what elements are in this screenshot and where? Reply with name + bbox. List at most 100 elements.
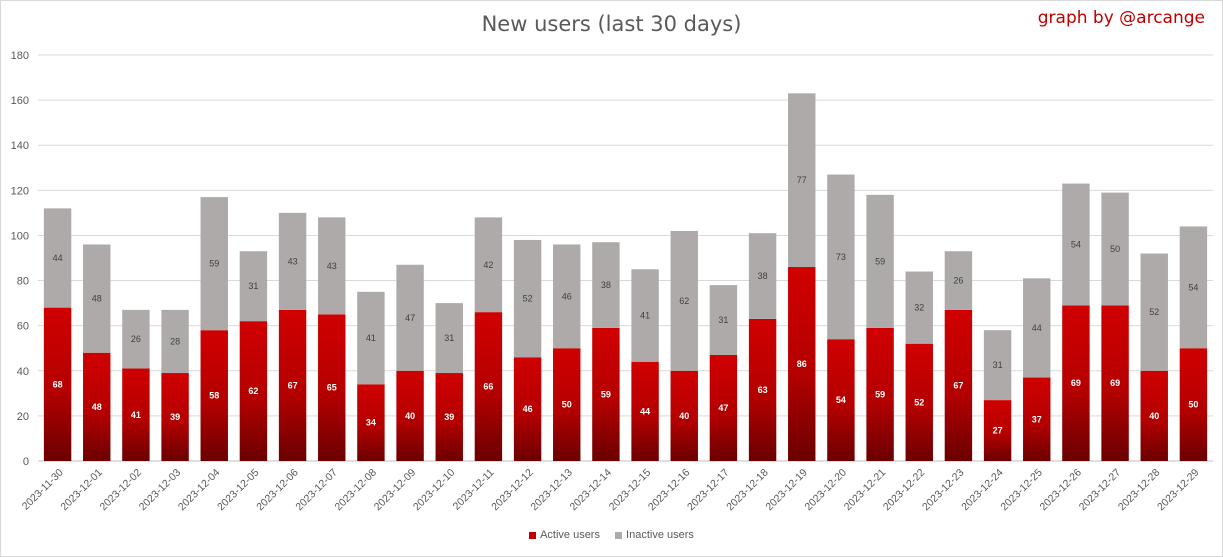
data-label-active: 69 [1071,378,1081,388]
data-label-active: 65 [327,383,337,393]
bar-active [513,357,542,461]
data-label-inactive: 31 [248,281,258,291]
data-label-active: 40 [405,411,415,421]
bar-inactive [866,194,894,328]
data-label-active: 66 [483,382,493,392]
bar-active [1179,348,1208,461]
data-label-inactive: 44 [1032,323,1042,333]
data-label-active: 44 [640,406,650,416]
bar-active [200,330,228,461]
data-label-inactive: 54 [1071,239,1081,249]
data-label-inactive: 38 [758,271,768,281]
data-label-active: 59 [601,389,611,399]
data-label-active: 50 [1188,400,1198,410]
bar-inactive [905,271,933,344]
data-label-inactive: 59 [875,256,885,266]
bar-active [122,368,150,461]
legend-label-inactive: Inactive users [626,529,694,541]
data-label-active: 40 [1149,411,1159,421]
bar-inactive [1179,226,1208,349]
bar-active [983,400,1012,461]
bar-inactive [670,230,698,371]
bar-active [1023,377,1051,461]
data-label-inactive: 50 [1110,244,1120,254]
data-label-inactive: 52 [523,294,533,304]
data-label-active: 58 [209,391,219,401]
data-label-active: 67 [953,380,963,390]
data-label-inactive: 32 [914,303,924,313]
bar-active [866,327,894,461]
x-axis-ticks: 2023-11-302023-12-012023-12-022023-12-03… [20,467,1202,514]
data-label-active: 54 [836,395,846,405]
bar-active [43,307,72,461]
legend-swatch-inactive [615,531,623,539]
data-label-inactive: 31 [993,360,1003,370]
data-label-inactive: 73 [836,252,846,262]
bar-inactive [161,309,189,374]
y-tick-label: 20 [17,411,29,423]
bar-inactive [239,251,268,322]
data-label-inactive: 46 [562,291,572,301]
bar-active [553,348,581,461]
chart-credit: graph by @arcange [1037,8,1205,28]
bar-active [1140,370,1168,461]
bar-inactive [435,303,463,374]
data-label-inactive: 26 [953,276,963,286]
data-label-inactive: 47 [405,313,415,323]
y-tick-label: 40 [17,366,29,378]
data-label-active: 62 [248,386,258,396]
bar-inactive [631,269,659,362]
data-label-inactive: 28 [170,336,180,346]
data-label-inactive: 59 [209,259,219,269]
bar-inactive [788,93,816,268]
data-label-inactive: 44 [53,253,63,263]
bar-active [827,339,855,461]
data-label-active: 52 [914,397,924,407]
bar-active [748,318,777,461]
bar-inactive [748,233,777,319]
data-label-active: 37 [1032,414,1042,424]
bar-active [944,309,973,461]
y-tick-label: 160 [11,95,29,107]
bar-inactive [1140,253,1168,371]
data-label-active: 41 [131,410,141,420]
bar-inactive [553,244,581,349]
data-label-inactive: 26 [131,334,141,344]
data-label-inactive: 43 [288,256,298,266]
bar-inactive [709,285,738,355]
bar-active [161,373,189,461]
data-label-inactive: 38 [601,280,611,290]
y-tick-label: 80 [17,276,29,288]
data-label-active: 39 [170,412,180,422]
bar-active [905,343,933,461]
bar-inactive [122,309,150,369]
data-label-inactive: 52 [1149,307,1159,317]
y-tick-label: 140 [11,140,29,152]
data-label-inactive: 62 [679,296,689,306]
data-label-active: 39 [444,412,454,422]
data-label-active: 63 [758,385,768,395]
x-tick-label: 2023-12-10 [411,467,458,514]
bar-inactive [1062,183,1090,306]
bar-active [631,361,659,461]
legend-label-active: Active users [540,529,600,541]
bar-inactive [1023,278,1051,378]
bar-active [474,312,503,461]
bar-active [318,314,346,461]
bar-active [788,267,816,461]
legend-item-active: Active users [529,529,600,541]
data-label-active: 27 [993,426,1003,436]
data-label-active: 86 [797,359,807,369]
data-label-active: 67 [288,380,298,390]
bar-active [1062,305,1090,461]
y-tick-label: 100 [11,230,29,242]
data-label-inactive: 48 [92,294,102,304]
data-label-inactive: 77 [797,175,807,185]
bar-inactive [396,264,424,371]
bar-inactive [1101,192,1129,306]
data-label-inactive: 41 [640,311,650,321]
legend: Active users Inactive users [0,529,1223,542]
y-tick-label: 180 [11,50,29,62]
bar-active [670,370,698,461]
bar-active [1101,305,1129,461]
